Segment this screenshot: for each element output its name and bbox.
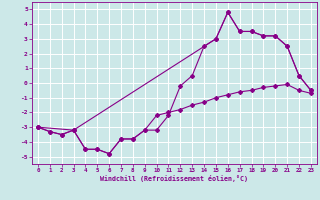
X-axis label: Windchill (Refroidissement éolien,°C): Windchill (Refroidissement éolien,°C) — [100, 175, 248, 182]
